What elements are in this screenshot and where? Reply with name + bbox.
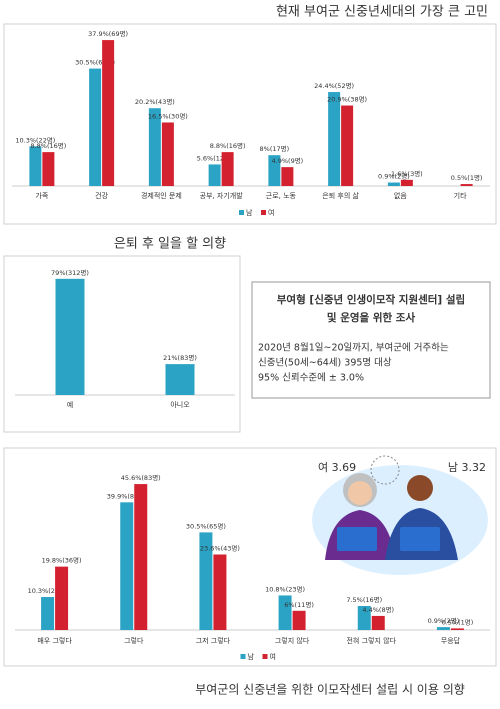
bar (213, 554, 227, 630)
chart-title: 현재 부여군 신중년세대의 가장 큰 고민 (276, 5, 488, 20)
bar (268, 155, 281, 186)
bar (281, 167, 294, 186)
value-label: 4.4%(8명) (362, 605, 394, 614)
bar (221, 152, 234, 186)
value-label: 8.8%(16명) (210, 141, 246, 150)
value-label: 45.6%(83명) (121, 473, 161, 482)
value-label: 7.5%(16명) (346, 595, 382, 604)
bar (357, 606, 371, 630)
value-label: 23.6%(43명) (200, 543, 240, 552)
x-tick-label: 없음 (394, 192, 407, 200)
x-tick-label: 예 (67, 400, 73, 409)
bar (165, 364, 195, 395)
value-label: 1.6%(3명) (391, 169, 423, 178)
x-tick-label: 매우 그렇다 (37, 636, 72, 645)
value-label: 19.8%(36명) (42, 556, 82, 565)
notice-line: 신중년(50세~64세) 395명 대상 (258, 358, 392, 369)
notice-title: 부여형 [신중년 인생이모작 지원센터] 설립 (277, 293, 465, 306)
value-label: 0.9%(2명) (428, 616, 460, 625)
bar (436, 627, 450, 630)
value-label: 30.5%(65명) (75, 58, 115, 67)
bar (120, 502, 134, 630)
x-tick-label: 그렇다 (124, 636, 144, 645)
value-label: 30.5%(65명) (186, 521, 226, 530)
x-tick-label: 기타 (454, 191, 467, 200)
x-tick-label: 가족 (35, 191, 48, 200)
legend-swatch (262, 654, 268, 659)
bar (328, 92, 341, 186)
bar (55, 566, 69, 630)
value-label: 6%(11명) (284, 600, 314, 609)
notice-box (251, 281, 491, 399)
x-tick-label: 공부, 자기개발 (200, 191, 244, 200)
value-label: 8%(17명) (260, 144, 290, 153)
bar (387, 182, 400, 186)
bar (29, 146, 42, 186)
value-label: 39.9%(85명) (107, 491, 147, 500)
value-label: 4.9%(9명) (272, 156, 304, 165)
x-tick-label: 건강 (95, 191, 108, 200)
value-label: 5.6%(12명) (197, 153, 233, 162)
value-label: 10.3%(22명) (15, 135, 55, 144)
legend-swatch (240, 654, 246, 659)
x-tick-label: 아니오 (170, 400, 190, 409)
bar (89, 68, 102, 186)
x-tick-label: 전혀 그렇지 않다 (346, 636, 396, 645)
chart-title: 부여군의 신중년을 위한 이모작센터 설립 시 이용 의향 (195, 683, 465, 697)
bar (55, 278, 85, 395)
x-tick-label: 근로, 노동 (266, 192, 297, 200)
bar (134, 484, 148, 630)
notice-line: 95% 신뢰수준에 ± 3.0% (258, 373, 364, 384)
bar (460, 184, 473, 186)
bar (341, 105, 354, 186)
annotation: 여 3.69 (318, 461, 356, 474)
value-label: 10.8%(23명) (265, 584, 305, 593)
x-tick-label: 그저 그렇다 (196, 636, 231, 645)
x-tick-label: 은퇴 후의 삶 (322, 191, 359, 200)
value-label: 37.9%(69명) (88, 29, 128, 38)
value-label: 8.8%(16명) (30, 141, 66, 150)
notice-line: 2020년 8월1일~20일까지, 부여군에 거주하는 (258, 342, 449, 354)
annotation: 남 3.32 (448, 461, 486, 474)
bar (199, 532, 213, 630)
value-label: 0.5%(1명) (451, 173, 483, 182)
bar (102, 40, 115, 187)
value-label: 79%(312명) (51, 268, 89, 277)
bar (42, 152, 55, 186)
bar (450, 628, 464, 630)
value-label: 21%(83명) (163, 353, 197, 362)
legend-label: 여 (270, 652, 276, 661)
value-label: 24.4%(52명) (314, 81, 354, 90)
bar (278, 595, 292, 630)
illustration (312, 455, 488, 575)
bar (292, 610, 306, 630)
bar (41, 597, 55, 630)
frame (3, 23, 497, 225)
value-label: 20.9%(38명) (327, 95, 367, 104)
value-label: 0.9%(2명) (378, 172, 410, 181)
x-tick-label: 무응답 (441, 636, 461, 645)
x-tick-label: 그렇지 않다 (275, 636, 310, 645)
value-label: 20.2%(43명) (135, 97, 175, 106)
value-label: 10.3%(22명) (28, 586, 68, 595)
legend-label: 남 (246, 208, 253, 217)
bar (161, 122, 174, 186)
frame (3, 255, 241, 433)
bar (148, 108, 161, 186)
value-label: 0.5%(1명) (442, 617, 474, 626)
legend-swatch (239, 210, 244, 215)
legend-label: 남 (248, 652, 255, 661)
legend-swatch (261, 210, 266, 215)
notice-title: 및 운영을 위한 조사 (327, 311, 416, 324)
bar (400, 179, 413, 186)
chart-title: 은퇴 후 일을 할 의향 (114, 237, 226, 252)
bar (371, 615, 385, 630)
x-tick-label: 경제적인 문제 (141, 191, 182, 200)
value-label: 16.5%(30명) (148, 111, 188, 120)
legend-label: 여 (268, 208, 274, 217)
notice: 부여형 [신중년 인생이모작 지원센터] 설립 및 운영을 위한 조사 2020… (251, 281, 491, 399)
bar (208, 164, 221, 186)
